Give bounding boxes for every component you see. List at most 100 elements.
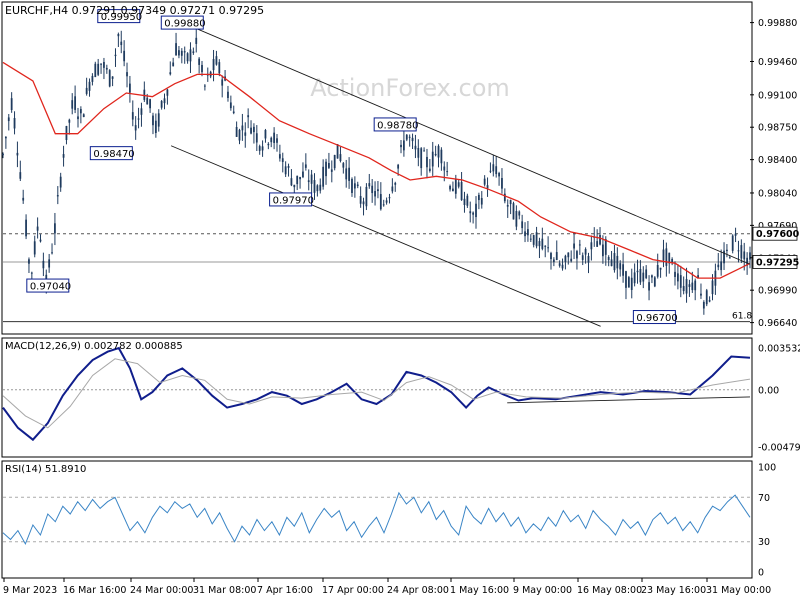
- candle-body: [247, 115, 250, 118]
- candle-body: [13, 118, 16, 129]
- candle-body: [457, 182, 460, 187]
- candle-body: [469, 211, 472, 214]
- candle-body: [284, 166, 287, 175]
- candle-body: [325, 161, 327, 177]
- candle-body: [149, 99, 151, 109]
- candle-body: [192, 51, 195, 53]
- candle-body: [100, 63, 102, 65]
- candle-body: [723, 250, 725, 264]
- candle-body: [7, 117, 10, 122]
- time-tick-label: 16 Mar 16:00: [63, 585, 126, 596]
- price-annotation-box: [97, 9, 141, 24]
- time-tick-label: 9 Mar 2023: [3, 585, 57, 596]
- candle-body: [587, 255, 590, 263]
- candle-body: [244, 132, 247, 136]
- candle-body: [440, 149, 443, 164]
- price-tick-label: 0.99460: [758, 57, 797, 68]
- candle-body: [700, 293, 702, 296]
- candle-body: [4, 136, 7, 139]
- candle-body: [639, 269, 642, 283]
- candle-body: [578, 244, 581, 246]
- macd-line: [2, 346, 751, 442]
- candle-body: [103, 62, 105, 68]
- candle-body: [437, 145, 440, 158]
- candle-body: [59, 176, 62, 188]
- candle-body: [374, 191, 376, 197]
- time-tick-label: 24 Apr 08:00: [387, 585, 449, 596]
- candle-body: [737, 250, 740, 252]
- candle-body: [232, 111, 235, 114]
- candle-body: [229, 102, 232, 109]
- candle-body: [633, 272, 636, 284]
- candle-body: [276, 138, 278, 143]
- candle-body: [567, 252, 570, 258]
- resistance-price-label: 0.97600: [756, 229, 800, 240]
- candle-body: [708, 300, 711, 302]
- candle-body: [544, 245, 547, 247]
- candle-body: [653, 277, 656, 287]
- candle-body: [203, 85, 206, 87]
- candle-body: [731, 235, 734, 251]
- price-annotation-box: [26, 278, 70, 293]
- candle-body: [463, 198, 466, 205]
- candle-body: [365, 186, 368, 207]
- candle-body: [411, 137, 414, 142]
- candle-body: [348, 167, 351, 181]
- price-header-text: EURCHF,H4 0.97291 0.97349 0.97271 0.9729…: [5, 4, 264, 17]
- candle-body: [434, 153, 437, 156]
- candle-body: [154, 120, 157, 133]
- candle-body: [160, 101, 163, 108]
- candle-body: [489, 170, 492, 172]
- candle-body: [137, 118, 140, 120]
- candle-body: [19, 172, 22, 179]
- candle-body: [527, 229, 529, 236]
- candle-body: [394, 182, 397, 185]
- candle-body: [333, 154, 336, 169]
- candle-body: [414, 145, 417, 150]
- candle-body: [402, 140, 405, 151]
- candle-body: [720, 261, 723, 271]
- candle-body: [126, 72, 128, 77]
- candle-body: [538, 241, 541, 247]
- candle-body: [42, 260, 45, 269]
- candle-body: [501, 178, 503, 189]
- lower-channel-line: [170, 145, 601, 327]
- candle-body: [195, 37, 198, 44]
- price-annotation-label: 0.97970: [273, 195, 314, 206]
- macd-signal-line: [2, 358, 751, 429]
- candle-body: [307, 180, 310, 183]
- price-annotation: 0.99880: [160, 15, 206, 30]
- candle-body: [604, 239, 607, 255]
- current-price-label: 0.97295: [756, 257, 799, 268]
- candle-body: [428, 168, 431, 171]
- candle-body: [460, 181, 463, 201]
- candle-body: [576, 251, 578, 259]
- candle-body: [186, 53, 189, 62]
- candle-body: [498, 172, 500, 177]
- candle-body: [163, 98, 166, 104]
- price-annotation-box: [632, 310, 676, 325]
- price-tick-label: 0.98400: [758, 155, 797, 166]
- candle-body: [79, 109, 82, 114]
- candle-body: [235, 126, 238, 137]
- candle-body: [645, 269, 648, 279]
- candle-body: [117, 34, 120, 37]
- candle-body: [602, 244, 604, 257]
- candle-body: [656, 264, 659, 277]
- candle-body: [16, 152, 19, 156]
- candle-body: [688, 284, 691, 287]
- candle-body: [379, 194, 382, 210]
- candle-body: [382, 204, 385, 206]
- candle-body: [377, 189, 379, 192]
- candle-body: [189, 49, 192, 62]
- candle-body: [74, 96, 77, 110]
- candle-body: [371, 185, 374, 194]
- candle-body: [408, 136, 411, 138]
- time-tick-label: 1 May 16:00: [450, 585, 509, 596]
- candle-body: [270, 137, 273, 143]
- candle-body: [313, 180, 316, 193]
- candle-body: [515, 210, 518, 227]
- candle-body: [180, 50, 183, 56]
- price-annotation-label: 0.99950: [101, 12, 142, 23]
